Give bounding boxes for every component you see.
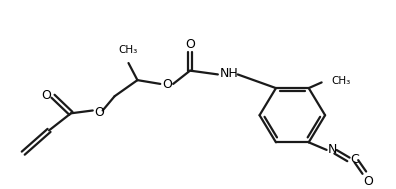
Text: O: O <box>162 78 172 91</box>
Text: CH₃: CH₃ <box>119 46 138 55</box>
Text: NH: NH <box>219 67 238 80</box>
Text: CH₃: CH₃ <box>331 77 351 86</box>
Text: O: O <box>41 89 51 102</box>
Text: C: C <box>350 153 359 166</box>
Text: N: N <box>328 143 337 156</box>
Text: O: O <box>94 106 104 119</box>
Text: O: O <box>364 175 373 188</box>
Text: O: O <box>185 38 195 51</box>
